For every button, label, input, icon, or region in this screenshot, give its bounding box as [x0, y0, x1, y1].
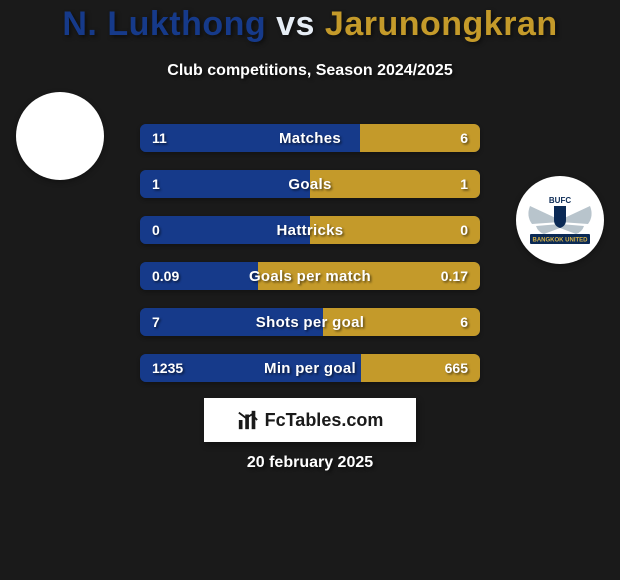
- comparison-rows: 116Matches 11Goals 00Hattricks 0.090.17Goal…: [140, 124, 480, 400]
- row-label: Goals: [140, 170, 480, 198]
- svg-text:BUFC: BUFC: [549, 196, 571, 205]
- row-label: Min per goal: [140, 354, 480, 382]
- brand-text: FcTables.com: [265, 410, 384, 431]
- row-label: Hattricks: [140, 216, 480, 244]
- title-vs: vs: [276, 5, 315, 43]
- comparison-row: 0.090.17Goals per match: [140, 262, 480, 290]
- bar-chart-icon: [237, 409, 259, 431]
- infographic-canvas: N. Lukthong vs Jarunongkran Club competi…: [0, 0, 620, 580]
- date-text: 20 february 2025: [0, 454, 620, 472]
- comparison-row: 00Hattricks: [140, 216, 480, 244]
- brand-box: FcTables.com: [204, 398, 416, 442]
- subtitle: Club competitions, Season 2024/2025: [0, 62, 620, 80]
- comparison-row: 116Matches: [140, 124, 480, 152]
- comparison-row: 11Goals: [140, 170, 480, 198]
- row-label: Shots per goal: [140, 308, 480, 336]
- row-label: Matches: [140, 124, 480, 152]
- avatar-placeholder-icon: [25, 124, 95, 148]
- row-label: Goals per match: [140, 262, 480, 290]
- player1-avatar: [16, 92, 104, 180]
- comparison-row: 76Shots per goal: [140, 308, 480, 336]
- title: N. Lukthong vs Jarunongkran: [0, 5, 620, 44]
- svg-text:BANGKOK UNITED: BANGKOK UNITED: [533, 238, 589, 244]
- comparison-row: 1235665Min per goal: [140, 354, 480, 382]
- player2-club-badge: BUFC BANGKOK UNITED: [516, 176, 604, 264]
- title-player2: Jarunongkran: [325, 5, 558, 43]
- title-player1: N. Lukthong: [62, 5, 266, 43]
- club-badge-icon: BUFC BANGKOK UNITED: [516, 176, 604, 264]
